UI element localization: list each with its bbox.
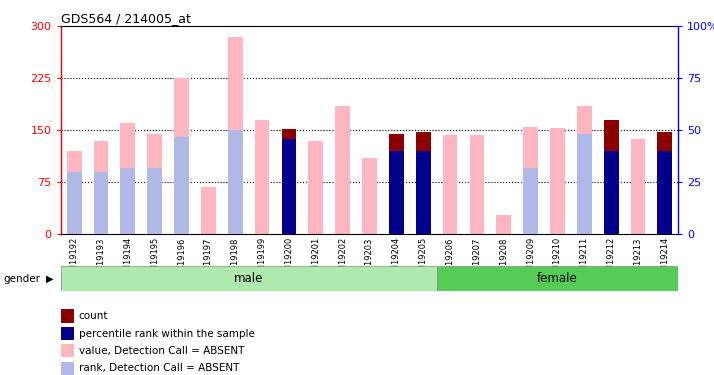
Text: gender: gender — [4, 274, 41, 284]
Bar — [174, 78, 189, 234]
Bar — [66, 172, 81, 234]
Bar — [228, 130, 243, 234]
Bar — [147, 134, 162, 234]
Bar — [94, 141, 109, 234]
Text: count: count — [79, 311, 108, 321]
Bar — [389, 134, 403, 234]
Text: male: male — [234, 272, 263, 285]
Bar — [255, 120, 269, 234]
Text: percentile rank within the sample: percentile rank within the sample — [79, 329, 254, 339]
Bar — [66, 151, 81, 234]
Bar — [604, 120, 618, 234]
Bar — [523, 127, 538, 234]
Bar — [281, 129, 296, 234]
Bar — [174, 136, 189, 234]
Bar — [523, 168, 538, 234]
Bar — [121, 168, 135, 234]
Bar — [147, 168, 162, 234]
Bar — [496, 215, 511, 234]
Bar — [658, 151, 673, 234]
Text: ▶: ▶ — [46, 274, 54, 284]
Bar — [281, 139, 296, 234]
Text: value, Detection Call = ABSENT: value, Detection Call = ABSENT — [79, 346, 244, 356]
Bar — [94, 172, 109, 234]
Bar — [577, 135, 592, 234]
Bar — [61, 266, 437, 291]
Bar — [308, 141, 323, 234]
Bar — [658, 132, 673, 234]
Bar — [121, 123, 135, 234]
Bar — [416, 151, 431, 234]
Bar — [362, 158, 377, 234]
Bar — [604, 151, 618, 234]
Text: rank, Detection Call = ABSENT: rank, Detection Call = ABSENT — [79, 363, 239, 373]
Bar — [443, 135, 458, 234]
Text: GDS564 / 214005_at: GDS564 / 214005_at — [61, 12, 191, 25]
Bar — [416, 132, 431, 234]
Bar — [470, 135, 484, 234]
Bar — [437, 266, 678, 291]
Bar — [228, 37, 243, 234]
Bar — [630, 139, 645, 234]
Bar — [550, 128, 565, 234]
Bar — [577, 106, 592, 234]
Bar — [389, 151, 403, 234]
Bar — [336, 106, 350, 234]
Bar — [201, 187, 216, 234]
Text: female: female — [537, 272, 578, 285]
